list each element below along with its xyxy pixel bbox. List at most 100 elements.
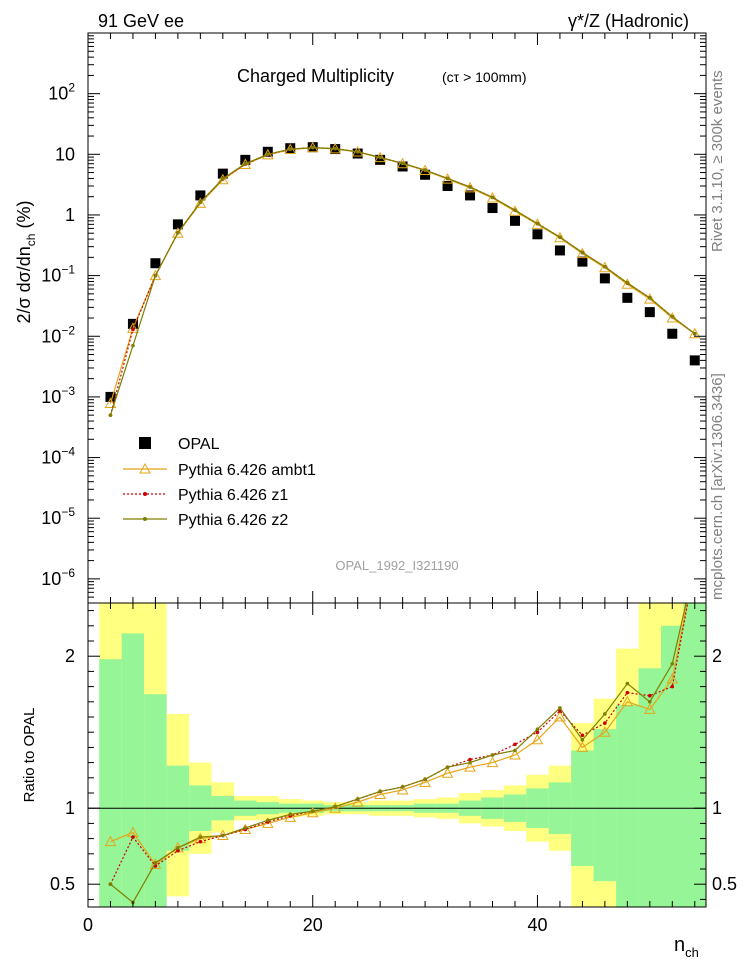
- data-point: [643, 703, 656, 714]
- data-point: [310, 809, 315, 814]
- data-point: [172, 219, 183, 230]
- data-point: [198, 200, 203, 205]
- data-point: [554, 231, 566, 243]
- uncertainty-band-inner: [683, 603, 706, 907]
- data-point: [333, 804, 338, 809]
- uncertainty-band-inner: [99, 659, 122, 907]
- data-point: [333, 146, 338, 151]
- data-point: [690, 560, 700, 569]
- data-point: [468, 185, 472, 189]
- data-point: [666, 311, 679, 323]
- ratio-y-tick-label-right: 1: [712, 798, 722, 818]
- data-point: [487, 203, 498, 214]
- data-point: [625, 681, 630, 686]
- data-point: [667, 328, 678, 339]
- data-point: [599, 261, 611, 273]
- data-point: [153, 861, 158, 865]
- data-point: [576, 247, 589, 259]
- y-tick-label: 10−4: [41, 445, 75, 468]
- data-point: [194, 197, 207, 208]
- y-tick-label: 10−6: [41, 566, 75, 589]
- data-point: [625, 690, 630, 695]
- legend-marker: [143, 492, 147, 496]
- ratio-y-tick-label: 2: [65, 646, 75, 666]
- data-point: [558, 706, 562, 710]
- data-point: [265, 152, 270, 157]
- legend-label: Pythia 6.426 z2: [178, 512, 288, 529]
- data-point: [150, 258, 161, 269]
- data-point: [603, 721, 607, 725]
- data-point: [513, 748, 517, 753]
- data-point: [217, 168, 228, 179]
- data-point: [535, 727, 540, 731]
- data-point: [216, 173, 229, 185]
- series-pythia-6-426-ambt1: [104, 141, 701, 408]
- ratio-y-tick-label-right: 0.5: [712, 874, 737, 894]
- data-point: [105, 391, 116, 402]
- data-point: [670, 314, 675, 319]
- data-point: [580, 733, 585, 738]
- data-point: [490, 753, 495, 757]
- uncertainty-band-inner: [616, 704, 639, 907]
- main-panel: 10−6 10−5 10−4 10−3 10−2 10−1 1 10 102 OPAL Pythi…: [41, 32, 707, 604]
- data-point: [509, 205, 521, 216]
- data-point: [442, 181, 453, 192]
- data-point: [644, 307, 655, 318]
- uncertainty-band-inner: [593, 729, 617, 882]
- data-point: [670, 684, 675, 689]
- y-tick-label: 10−1: [41, 263, 75, 286]
- data-point: [468, 760, 472, 765]
- data-point: [670, 662, 675, 666]
- ratio-panel: 0.5 0.51 12 20 20 40: [50, 560, 737, 935]
- data-point: [643, 293, 656, 304]
- data-point: [688, 327, 701, 339]
- data-point: [288, 147, 293, 151]
- legend-marker: [139, 437, 151, 449]
- uncertainty-band-inner: [144, 694, 167, 907]
- data-point: [464, 761, 476, 772]
- data-point: [666, 672, 679, 684]
- data-point: [355, 149, 360, 154]
- data-point: [441, 767, 454, 778]
- data-point: [509, 215, 520, 226]
- data-point: [127, 322, 139, 333]
- data-point: [576, 741, 589, 752]
- data-point: [621, 695, 634, 707]
- data-point: [400, 161, 405, 166]
- ratio-y-axis-label: Ratio to OPAL: [21, 708, 38, 803]
- y-tick-label: 10−3: [41, 384, 75, 407]
- data-point: [465, 190, 476, 201]
- data-point: [531, 733, 544, 745]
- legend-label: Pythia 6.426 z1: [178, 487, 288, 504]
- data-point: [261, 817, 274, 828]
- data-point: [108, 413, 113, 417]
- data-point: [622, 292, 633, 303]
- data-point: [599, 726, 611, 737]
- data-point: [558, 235, 562, 239]
- data-point: [131, 343, 135, 348]
- data-point: [306, 806, 319, 818]
- y-tick-label: 1: [65, 205, 75, 225]
- legend: OPAL Pythia 6.426 ambt1 Pythia 6.426 z1 Pyt…: [123, 436, 316, 529]
- data-point: [464, 181, 476, 193]
- data-point: [239, 158, 252, 169]
- data-point: [531, 218, 544, 229]
- data-point: [423, 777, 427, 782]
- uncertainty-band-inner: [661, 625, 684, 907]
- x-tick-label: 40: [527, 915, 547, 935]
- legend-marker: [143, 517, 147, 521]
- data-point: [176, 845, 180, 850]
- data-point: [423, 168, 427, 172]
- data-point: [535, 730, 540, 734]
- legend-label: OPAL: [178, 436, 220, 453]
- data-point: [419, 776, 431, 787]
- data-point: [198, 839, 203, 844]
- data-point: [176, 230, 180, 235]
- data-point: [554, 245, 565, 256]
- data-point: [577, 256, 588, 267]
- data-point: [535, 221, 540, 226]
- data-point: [104, 397, 117, 408]
- data-point: [104, 835, 117, 847]
- data-point: [625, 281, 630, 285]
- data-point: [243, 826, 248, 830]
